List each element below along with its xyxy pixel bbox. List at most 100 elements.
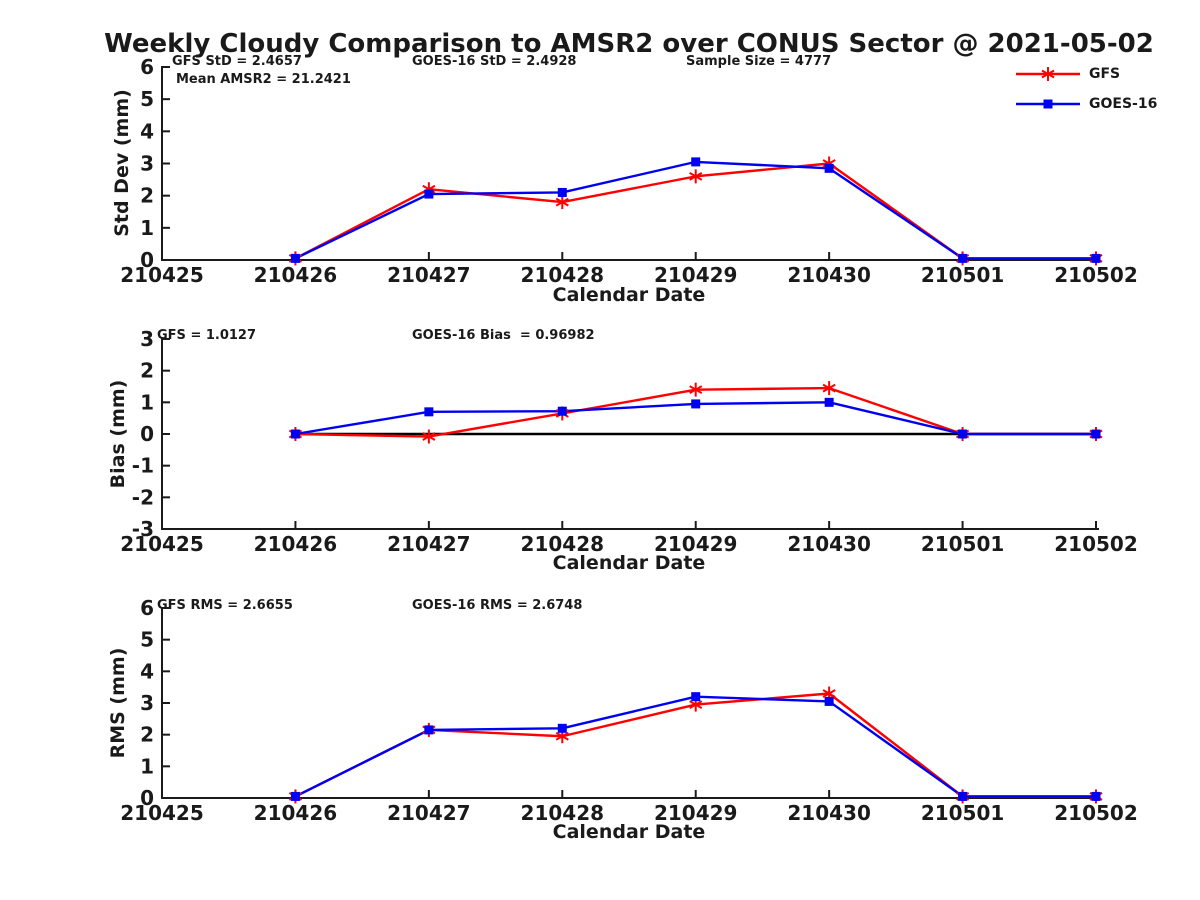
asterisk-marker [1041,69,1055,79]
legend-label-gfs: GFS [1089,66,1121,82]
y-tick-label: 5 [140,87,154,111]
y-tick-label: 3 [140,327,154,351]
legend-item-gfs: GFS [1014,66,1120,82]
x-tick-label: 210501 [921,801,1005,825]
asterisk-marker [555,731,569,741]
y-tick-label: 0 [140,248,154,272]
asterisk-marker [822,383,836,393]
x-tick-label: 210426 [254,263,338,287]
square-marker [557,406,567,416]
y-axis-label-bias: Bias (mm) [107,379,129,489]
x-tick-label: 210427 [387,801,471,825]
x-tick-label: 210426 [254,532,338,556]
square-marker [958,253,968,263]
series-line-GOES-16 [294,695,1096,798]
x-tick-label: 210430 [787,532,871,556]
x-tick-label: 210502 [1054,263,1138,287]
x-tick-label: 210502 [1054,801,1138,825]
square-marker [1091,253,1101,263]
square-marker [557,723,567,733]
square-marker [424,189,434,199]
y-tick-label: -3 [132,517,154,541]
y-tick-label: 2 [140,184,154,208]
square-marker [958,791,968,801]
y-tick-label: 6 [140,596,154,620]
gfs-line-marker-icon [1016,67,1080,81]
asterisk-marker [689,700,703,709]
x-axis-label-bias: Calendar Date [552,552,706,574]
y-tick-label: 1 [140,754,154,778]
annotation-goes16-std: GOES-16 StD = 2.4928 [412,54,577,69]
square-marker [824,696,834,706]
square-marker [691,399,701,409]
annotation-gfs-rms: GFS RMS = 2.6655 [157,598,293,613]
y-tick-label: 5 [140,628,154,652]
annotation-sample-size: Sample Size = 4777 [686,54,832,69]
x-tick-label: 210427 [387,263,471,287]
annotation-goes16-rms: GOES-16 RMS = 2.6748 [412,598,583,613]
square-marker [958,429,968,439]
y-tick-label: 3 [140,152,154,176]
subplot: 0 1 2 3 4 5 6 210425 210426 210427 210428 210429 210… [120,55,1138,287]
y-tick-label: 0 [140,786,154,810]
x-tick-label: 210429 [654,263,738,287]
square-marker [824,163,834,173]
square-marker [1091,791,1101,801]
y-tick-label: 2 [140,723,154,747]
x-axis-label-rms: Calendar Date [552,821,706,843]
square-marker [424,725,434,735]
x-tick-label: 210428 [521,263,605,287]
x-tick-label: 210426 [254,801,338,825]
square-marker [691,692,701,702]
y-axis-label-stddev: Std Dev (mm) [111,89,133,237]
legend-item-goes16: GOES-16 [1014,96,1157,112]
y-tick-label: 4 [140,659,154,683]
x-tick-label: 210429 [654,801,738,825]
annotation-gfs-bias: GFS = 1.0127 [157,328,257,343]
x-tick-label: 210425 [120,263,204,287]
square-marker [824,397,834,407]
annotation-gfs-std: GFS StD = 2.4657 [172,54,302,69]
x-axis-label-stddev: Calendar Date [552,284,706,306]
x-tick-label: 210501 [921,263,1005,287]
y-axis-label-rms: RMS (mm) [107,647,129,759]
asterisk-marker [689,172,703,181]
square-marker [290,791,300,801]
x-tick-label: 210427 [387,532,471,556]
x-tick-label: 210430 [787,263,871,287]
y-tick-label: 3 [140,691,154,715]
square-marker [424,407,434,417]
asterisk-marker [822,689,836,698]
x-tick-label: 210428 [521,532,605,556]
asterisk-marker [555,197,569,207]
x-tick-label: 210428 [521,801,605,825]
x-tick-label: 210425 [120,532,204,556]
square-marker [1091,429,1101,439]
subplot: 0 1 2 3 4 5 6 210425 210426 210427 210428 210429 210… [120,596,1138,825]
asterisk-marker [689,385,703,395]
x-tick-label: 210425 [120,801,204,825]
x-tick-label: 210429 [654,532,738,556]
square-marker [290,429,300,439]
square-marker [557,187,567,197]
asterisk-marker [422,432,436,441]
y-tick-label: 0 [140,422,154,446]
y-tick-label: 2 [140,359,154,383]
annotation-goes16-bias: GOES-16 Bias = 0.96982 [412,328,595,343]
chart-title: Weekly Cloudy Comparison to AMSR2 over C… [104,29,1154,59]
y-tick-label: -2 [132,485,154,509]
x-tick-label: 210501 [921,532,1005,556]
subplot: -3 -2 -1 0 1 2 3 210425 210426 210427 210428 210429… [120,327,1138,556]
y-tick-label: 1 [140,390,154,414]
x-tick-label: 210502 [1054,532,1138,556]
legend-label-goes16: GOES-16 [1089,96,1158,112]
square-marker [691,157,701,167]
y-tick-label: 4 [140,119,154,143]
y-tick-label: -1 [132,454,154,478]
y-tick-label: 6 [140,55,154,79]
annotation-mean-amsr2: Mean AMSR2 = 21.2421 [176,72,351,87]
square-marker [290,253,300,263]
square-marker [1043,99,1053,109]
